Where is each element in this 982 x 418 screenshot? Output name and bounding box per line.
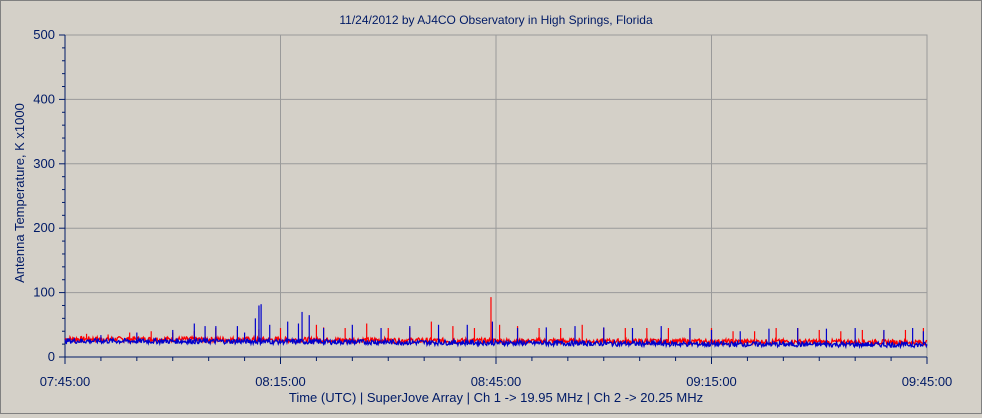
x-tick-label: 08:45:00 [471,374,522,389]
x-tick-labels: 07:45:00 08:15:00 08:45:00 09:15:00 09:45:00 [40,374,953,389]
y-tick-label: 0 [48,349,55,364]
minor-ticks [62,47,892,361]
y-tick-label: 300 [33,156,55,171]
series-2 [64,304,928,350]
y-axis-label: Antenna Temperature, K x1000 [12,103,27,283]
chart-title: 11/24/2012 by AJ4CO Observatory in High … [339,13,653,27]
x-tick-label: 08:15:00 [255,374,306,389]
grid [65,35,927,357]
y-tick-label: 500 [33,27,55,42]
x-tick-label: 09:45:00 [902,374,953,389]
x-tick-label: 07:45:00 [40,374,91,389]
x-tick-label: 09:15:00 [686,374,737,389]
y-tick-label: 200 [33,220,55,235]
y-tick-label: 100 [33,285,55,300]
x-axis-label: Time (UTC) | SuperJove Array | Ch 1 -> 1… [289,390,703,405]
series-line [64,336,928,350]
axes [59,34,928,364]
y-tick-labels: 0 100 200 300 400 500 [33,27,55,364]
y-tick-label: 400 [33,91,55,106]
series-layer [64,297,928,350]
